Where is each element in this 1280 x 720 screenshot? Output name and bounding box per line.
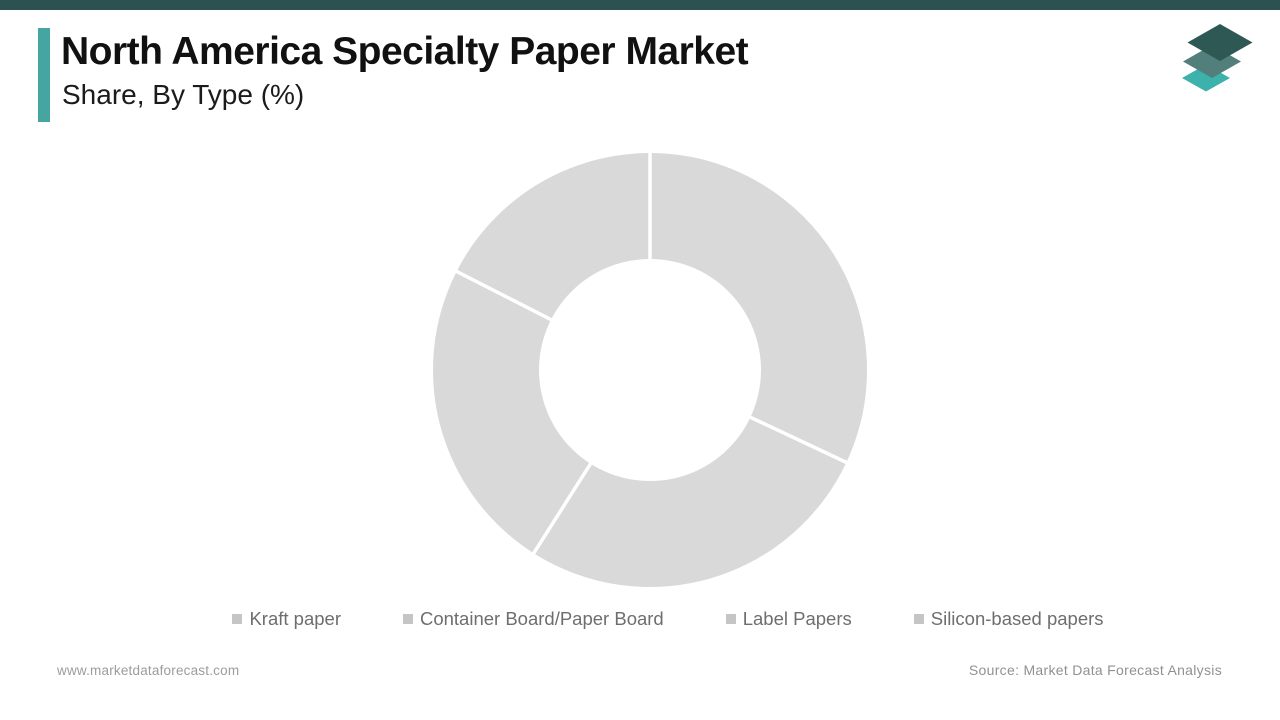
donut-chart-svg bbox=[433, 151, 867, 587]
slice-divider-3 bbox=[454, 269, 554, 323]
legend-item-0: Kraft paper bbox=[232, 608, 341, 630]
chart-legend: Kraft paper Container Board/Paper Board La… bbox=[28, 608, 1280, 630]
stacked-layers-icon bbox=[1182, 24, 1253, 92]
legend-label: Silicon-based papers bbox=[930, 608, 1104, 629]
legend-marker-icon bbox=[913, 614, 924, 624]
legend-label: Kraft paper bbox=[249, 608, 341, 629]
legend-item-1: Container Board/Paper Board bbox=[402, 608, 664, 630]
legend-marker-icon bbox=[725, 614, 736, 624]
donut-chart bbox=[430, 150, 870, 590]
legend-marker-icon bbox=[402, 614, 413, 624]
website-watermark: www.marketdataforecast.com bbox=[57, 663, 240, 678]
top-accent-bar bbox=[0, 0, 1280, 10]
page-title: North America Specialty Paper Market bbox=[61, 30, 749, 73]
slice-divider-2 bbox=[531, 461, 594, 556]
title-block: North America Specialty Paper Market Sha… bbox=[61, 28, 749, 122]
title-accent-bar bbox=[38, 28, 50, 122]
source-attribution: Source: Market Data Forecast Analysis bbox=[968, 662, 1222, 678]
slice-divider-1 bbox=[747, 414, 849, 465]
legend-label: Label Papers bbox=[742, 608, 852, 629]
legend-item-2: Label Papers bbox=[725, 608, 852, 630]
legend-item-3: Silicon-based papers bbox=[913, 608, 1104, 630]
logo-layer-top bbox=[1187, 24, 1253, 61]
page-subtitle: Share, By Type (%) bbox=[62, 78, 305, 110]
legend-label: Container Board/Paper Board bbox=[419, 608, 664, 629]
market-data-forecast-logo bbox=[1175, 18, 1260, 103]
header: North America Specialty Paper Market Sha… bbox=[38, 28, 749, 122]
legend-marker-icon bbox=[232, 614, 243, 624]
